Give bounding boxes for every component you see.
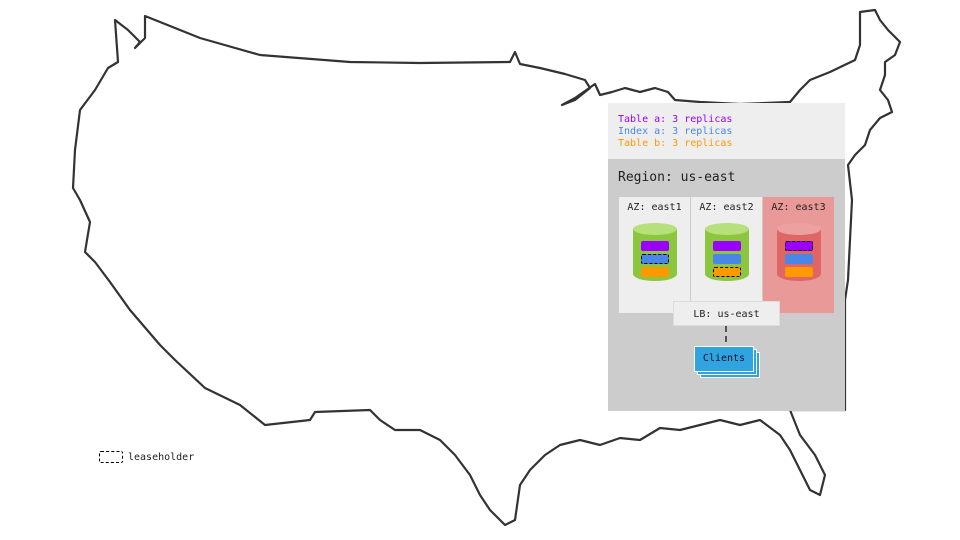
- dashed-box-icon: [99, 451, 123, 463]
- replica-table-b: [641, 267, 669, 277]
- zone-label: AZ: east1: [627, 202, 682, 213]
- legend-table-b: Table b: 3 replicas: [618, 138, 733, 149]
- clients-box: Clients: [694, 346, 754, 372]
- node-east3: [777, 223, 821, 287]
- replica-legend: Table a: 3 replicas Index a: 3 replicas …: [608, 103, 845, 159]
- replica-table-b: [785, 267, 813, 277]
- leaseholder-label: leaseholder: [128, 452, 195, 463]
- node-east1: [633, 223, 677, 287]
- replica-index-a: [785, 254, 813, 264]
- replica-table-b-leaseholder: [713, 267, 741, 277]
- replica-table-a: [713, 241, 741, 251]
- replica-index-a: [713, 254, 741, 264]
- legend-index-a: Index a: 3 replicas: [618, 126, 733, 137]
- node-east2: [705, 223, 749, 287]
- leaseholder-legend: leaseholder: [99, 451, 194, 463]
- region-panel: Table a: 3 replicas Index a: 3 replicas …: [608, 103, 845, 411]
- zone-label: AZ: east2: [699, 202, 754, 213]
- zone-east3-failed: AZ: east3: [763, 197, 834, 313]
- zone-label: AZ: east3: [771, 202, 826, 213]
- replica-table-a: [641, 241, 669, 251]
- legend-table-a: Table a: 3 replicas: [618, 114, 733, 125]
- region-title: Region: us-east: [618, 170, 736, 185]
- replica-index-a-leaseholder: [641, 254, 669, 264]
- replica-table-a-leaseholder: [785, 241, 813, 251]
- zone-east1: AZ: east1: [619, 197, 690, 313]
- load-balancer: LB: us-east: [673, 301, 780, 326]
- zone-east2: AZ: east2: [691, 197, 762, 313]
